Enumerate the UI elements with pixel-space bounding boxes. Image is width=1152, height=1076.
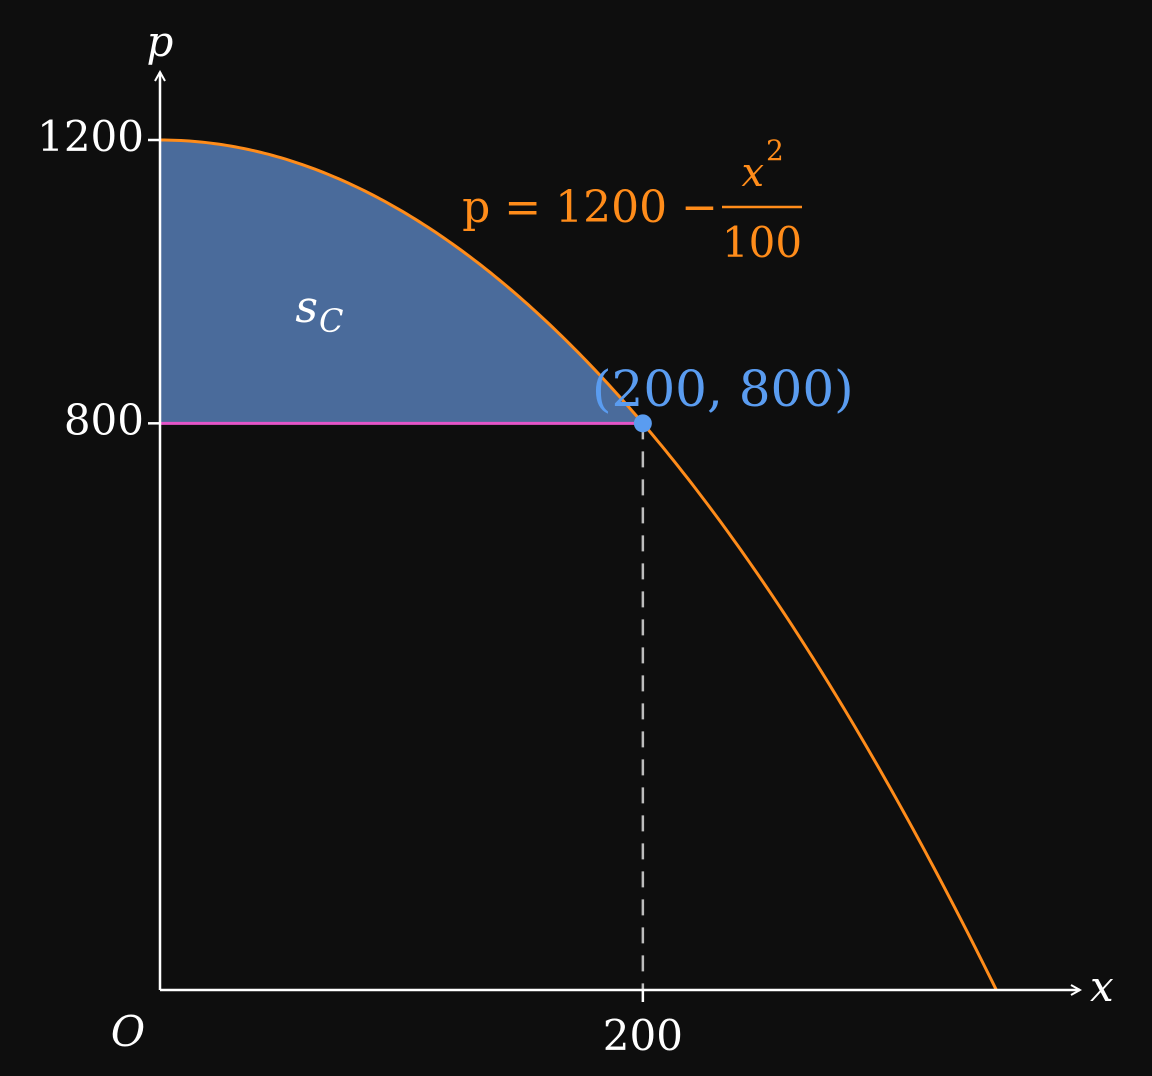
x-axis-label: x	[1090, 962, 1114, 1011]
demand-curve	[159, 138, 998, 991]
origin-label: O	[111, 1007, 145, 1056]
equation-denominator: 100	[722, 218, 802, 267]
y-tick-label-800: 800	[64, 395, 144, 444]
curve-equation-label: p = 1200 − x 2 100	[462, 134, 802, 267]
region-label: s C	[295, 282, 343, 340]
consumer-surplus-region	[160, 140, 643, 424]
y-tick-label-1200: 1200	[37, 112, 144, 161]
equation-lhs: p = 1200 −	[462, 182, 718, 233]
equation-exponent: 2	[766, 134, 784, 167]
equilibrium-point-label: (200, 800)	[592, 360, 854, 418]
y-axis-label: p	[147, 17, 174, 66]
axis-ticks: 800 1200 200	[37, 112, 683, 1060]
equilibrium-point	[633, 414, 652, 433]
x-tick-label-200: 200	[603, 1011, 683, 1060]
region-label-subscript: C	[319, 302, 343, 340]
region-label-main: s	[295, 282, 318, 333]
equation-numerator: x	[741, 150, 764, 196]
